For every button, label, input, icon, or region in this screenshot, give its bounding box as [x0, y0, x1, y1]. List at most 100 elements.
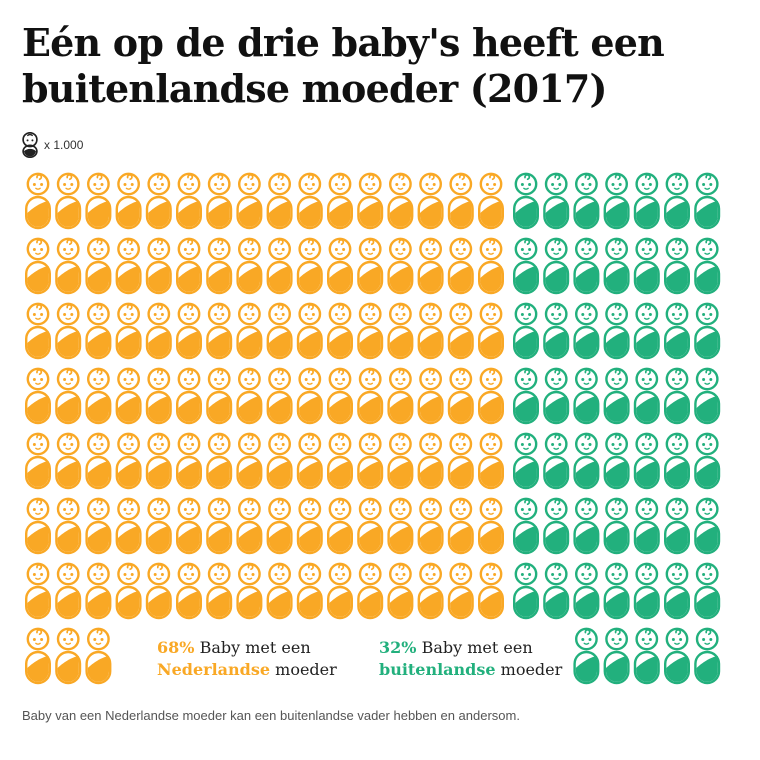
baby-icon-nl [296, 172, 323, 230]
baby-icon-nl [478, 562, 505, 620]
baby-icon-fr [603, 562, 630, 620]
baby-icon-nl [206, 237, 233, 295]
baby-icon-nl [236, 562, 263, 620]
baby-icon-nl [327, 367, 354, 425]
baby-icon-nl [327, 432, 354, 490]
baby-icon-fr [543, 562, 570, 620]
baby-icon-fr [694, 302, 721, 360]
baby-icon-fr [664, 497, 691, 555]
baby-icon-nl [25, 497, 52, 555]
baby-icon-nl [115, 562, 142, 620]
baby-icon-nl [447, 367, 474, 425]
baby-icon-nl [176, 497, 203, 555]
baby-icon-nl [85, 627, 112, 685]
baby-icon-fr [664, 627, 691, 685]
baby-icon-nl [25, 172, 52, 230]
baby-icon-nl [115, 302, 142, 360]
baby-icon-fr [694, 367, 721, 425]
baby-icon-nl [357, 562, 384, 620]
unit-label: x 1.000 [44, 138, 84, 152]
legend-nl-percent: 68% [157, 638, 195, 657]
baby-icon-nl [357, 432, 384, 490]
baby-icon-fr [573, 237, 600, 295]
baby-icon-fr [633, 367, 660, 425]
baby-icon-nl [55, 562, 82, 620]
baby-icon-fr [664, 562, 691, 620]
baby-icon-nl [447, 302, 474, 360]
baby-icon-fr [543, 432, 570, 490]
baby-icon-nl [387, 562, 414, 620]
baby-icon-nl [145, 367, 172, 425]
baby-icon-fr [694, 627, 721, 685]
baby-icon-nl [387, 302, 414, 360]
legend-nederlandse: 68% Baby met een Nederlandse moeder [157, 637, 337, 681]
baby-icon-fr [633, 302, 660, 360]
baby-icon-nl [176, 432, 203, 490]
baby-icon-nl [25, 237, 52, 295]
baby-icon-fr [603, 237, 630, 295]
baby-icon-fr [694, 172, 721, 230]
baby-icon-fr [573, 497, 600, 555]
baby-icon-nl [85, 562, 112, 620]
baby-icon-fr [573, 627, 600, 685]
baby-icon-nl [55, 172, 82, 230]
baby-icon-nl [447, 172, 474, 230]
baby-icon-fr [573, 367, 600, 425]
baby-icon-fr [664, 172, 691, 230]
legend-fr-text-2: moeder [500, 660, 563, 679]
baby-icon-nl [236, 172, 263, 230]
baby-icon-fr [543, 497, 570, 555]
baby-icon-fr [513, 367, 540, 425]
baby-icon-nl [478, 432, 505, 490]
baby-icon-nl [478, 367, 505, 425]
baby-icon-nl [447, 237, 474, 295]
baby-icon-nl [387, 367, 414, 425]
baby-icon-nl [266, 172, 293, 230]
baby-icon-nl [55, 432, 82, 490]
baby-icon [22, 132, 38, 158]
baby-icon-nl [206, 367, 233, 425]
baby-icon-nl [447, 432, 474, 490]
baby-icon-nl [176, 562, 203, 620]
baby-icon-nl [115, 172, 142, 230]
legend-nl-text-1: Baby met een [199, 638, 311, 657]
baby-icon-nl [115, 367, 142, 425]
baby-icon-nl [447, 562, 474, 620]
baby-icon-nl [55, 367, 82, 425]
baby-icon-nl [327, 497, 354, 555]
legend-fr-percent: 32% [379, 638, 417, 657]
baby-icon-nl [176, 302, 203, 360]
baby-icon-fr [573, 302, 600, 360]
baby-icon-nl [296, 302, 323, 360]
baby-icon-nl [206, 562, 233, 620]
baby-icon-nl [266, 302, 293, 360]
baby-icon-nl [296, 367, 323, 425]
baby-icon-nl [176, 367, 203, 425]
legend-fr-bold: buitenlandse [379, 660, 496, 679]
baby-icon-fr [603, 432, 630, 490]
baby-icon-nl [387, 432, 414, 490]
baby-icon-nl [206, 302, 233, 360]
baby-icon-fr [603, 172, 630, 230]
baby-icon-nl [176, 172, 203, 230]
baby-icon-nl [357, 367, 384, 425]
baby-icon-fr [633, 562, 660, 620]
baby-icon-nl [357, 237, 384, 295]
footnote: Baby van een Nederlandse moeder kan een … [22, 708, 520, 723]
baby-icon-fr [513, 302, 540, 360]
baby-icon-fr [573, 562, 600, 620]
baby-icon-nl [236, 237, 263, 295]
baby-icon-nl [387, 237, 414, 295]
baby-icon-nl [478, 237, 505, 295]
baby-icon-nl [115, 432, 142, 490]
baby-icon-nl [296, 432, 323, 490]
baby-icon-nl [478, 497, 505, 555]
baby-icon-nl [266, 432, 293, 490]
baby-icon-nl [145, 497, 172, 555]
baby-icon-fr [664, 302, 691, 360]
baby-icon-nl [327, 172, 354, 230]
baby-icon-fr [543, 172, 570, 230]
baby-icon-nl [417, 497, 444, 555]
baby-icon-nl [266, 237, 293, 295]
